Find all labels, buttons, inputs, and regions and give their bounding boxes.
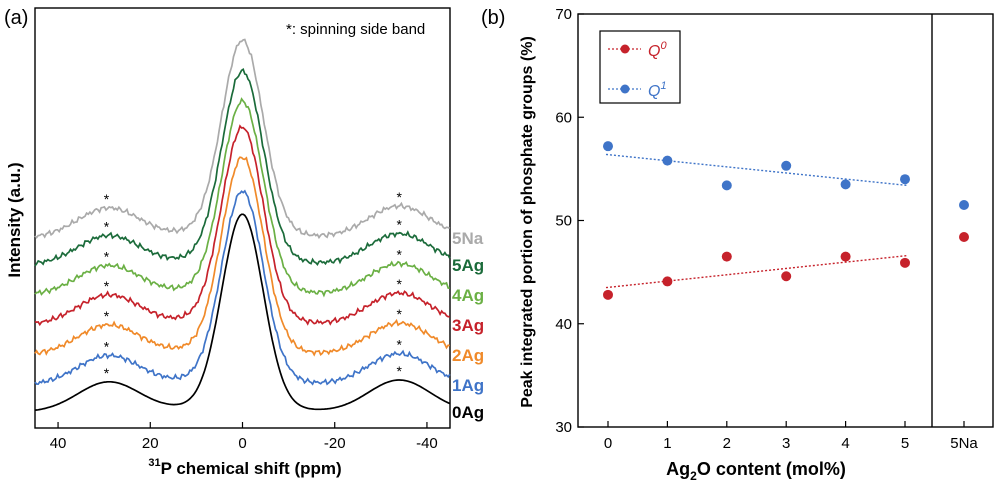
series-label-5Na: 5Na <box>452 229 484 248</box>
sideband-star: * <box>104 278 110 294</box>
series-label-5Ag: 5Ag <box>452 256 484 275</box>
series-label-0Ag: 0Ag <box>452 403 484 422</box>
legend-q1-marker <box>620 84 630 94</box>
panel-a-x-axis-label: 31P chemical shift (ppm) <box>148 457 341 478</box>
y-tick-label: 40 <box>555 316 572 333</box>
spectrum-4Ag <box>34 97 450 298</box>
sideband-star: * <box>104 339 110 355</box>
panel-a-frame <box>34 7 451 429</box>
spectrum-1Ag <box>34 189 451 386</box>
point-q1 <box>662 155 673 166</box>
y-tick-label: 30 <box>555 419 572 436</box>
sideband-star: * <box>104 191 110 207</box>
x-tick-label: 0 <box>238 435 246 452</box>
spectrum-2Ag <box>34 156 451 357</box>
spectrum-5Na <box>34 38 451 240</box>
point-q1 <box>721 180 732 191</box>
panel-b-scatter: (b) 30 40 50 60 70 0 1 2 3 4 5 5Na Q0 Q1 Ag2O cont… <box>481 6 994 483</box>
x-tick-label: 2 <box>723 435 731 452</box>
x-tick-label: 5 <box>901 435 909 452</box>
panel-b-y-axis-label: Peak integrated portion of phosphate gro… <box>519 36 536 408</box>
panel-a-label: (a) <box>4 7 28 29</box>
sideband-star: * <box>104 365 110 381</box>
x-tick-label: -40 <box>416 435 438 452</box>
point-q0 <box>662 276 673 287</box>
trend-line-q0 <box>605 254 908 289</box>
x-tick-label: 4 <box>841 435 849 452</box>
panel-a-nmr-spectra: (a) *: spinning side band 40 20 0 -20 -40 0A… <box>4 7 484 478</box>
sideband-annotation: *: spinning side band <box>286 21 425 38</box>
point-q0 <box>900 257 910 268</box>
series-label-3Ag: 3Ag <box>452 316 484 335</box>
y-tick-label: 50 <box>555 213 572 230</box>
panel-a-x-ticks: 40 20 0 -20 -40 <box>50 422 438 452</box>
series-label-1Ag: 1Ag <box>452 376 484 395</box>
sideband-star: * <box>397 247 403 263</box>
x-tick-label: -20 <box>324 435 346 452</box>
point-q0 <box>781 271 792 282</box>
point-q1 <box>781 160 792 171</box>
panel-a-series-labels: 0Ag 1Ag 2Ag 3Ag 4Ag 5Ag 5Na <box>452 229 484 422</box>
x-tick-label: 0 <box>604 435 612 452</box>
point-q1 <box>603 141 613 152</box>
x-tick-label: 40 <box>50 435 67 452</box>
sideband-star: * <box>397 306 403 322</box>
sideband-star: * <box>104 249 110 265</box>
point-q0 <box>959 232 969 243</box>
legend-q0-marker <box>620 44 630 54</box>
sideband-star: * <box>104 219 110 235</box>
x-tick-label: 5Na <box>950 435 978 452</box>
panel-a-spectra <box>34 38 451 412</box>
series-label-4Ag: 4Ag <box>452 286 484 305</box>
legend-q0-label: Q0 <box>648 40 667 60</box>
panel-b-x-axis-label: Ag2O content (mol%) <box>666 459 846 483</box>
point-q1 <box>959 200 969 211</box>
point-q1 <box>900 174 910 185</box>
point-q1 <box>840 179 851 190</box>
point-q0 <box>603 289 613 300</box>
spectrum-0Ag <box>34 213 451 412</box>
panel-b-y-ticks: 30 40 50 60 70 <box>555 6 584 436</box>
panel-b-label: (b) <box>481 7 505 29</box>
x-tick-label: 20 <box>142 435 159 452</box>
panel-b-points <box>603 141 969 300</box>
legend-q1-label: Q1 <box>648 80 667 100</box>
sideband-star: * <box>397 276 403 292</box>
series-label-2Ag: 2Ag <box>452 346 484 365</box>
sideband-star: * <box>397 363 403 379</box>
panel-b-trend-lines <box>605 153 908 289</box>
y-tick-label: 60 <box>555 109 572 126</box>
panel-a-sideband-markers: * * * * * * * * * * * * * * <box>104 189 403 381</box>
x-tick-label: 1 <box>663 435 671 452</box>
trend-line-q1 <box>605 153 908 187</box>
point-q0 <box>721 251 732 262</box>
panel-b-x-ticks: 0 1 2 3 4 5 5Na <box>604 421 978 452</box>
legend: Q0 Q1 <box>599 30 681 104</box>
sideband-star: * <box>397 217 403 233</box>
panel-a-y-axis-label: Intensity (a.u.) <box>5 162 24 277</box>
sideband-star: * <box>104 308 110 324</box>
y-tick-label: 70 <box>555 6 572 23</box>
spectrum-3Ag <box>34 124 450 327</box>
legend-box <box>599 30 681 104</box>
sideband-star: * <box>397 337 403 353</box>
spectrum-5Ag <box>34 68 451 267</box>
sideband-star: * <box>397 189 403 205</box>
x-tick-label: 3 <box>782 435 790 452</box>
point-q0 <box>840 251 851 262</box>
